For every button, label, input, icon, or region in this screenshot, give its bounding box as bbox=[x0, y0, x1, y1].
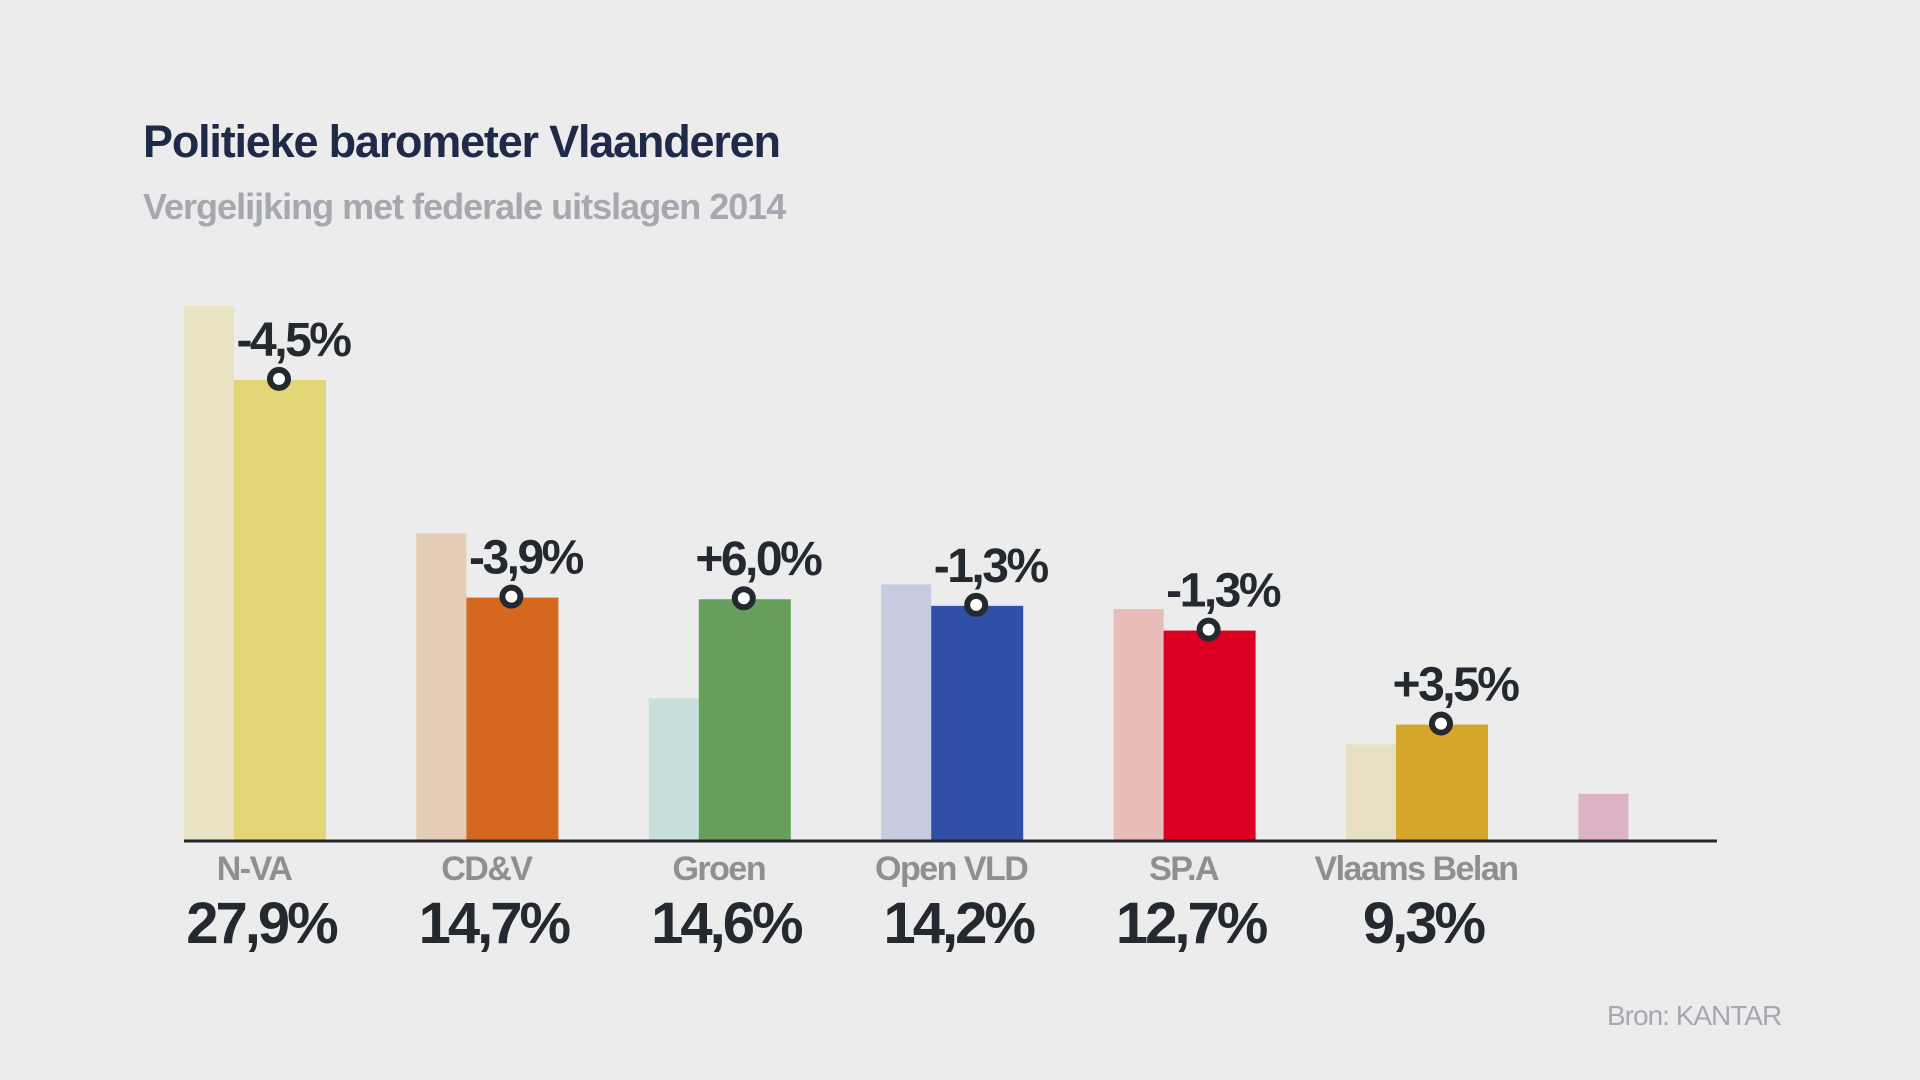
bar-2014-1 bbox=[184, 305, 234, 840]
chart-title: Politieke barometer Vlaanderen bbox=[143, 116, 781, 167]
delta-label-1: -4,5% bbox=[237, 314, 352, 367]
value-label-5: 12,7% bbox=[1116, 891, 1268, 956]
category-label-3: Groen bbox=[672, 850, 765, 888]
source-note: Bron: KANTAR bbox=[1607, 1000, 1782, 1031]
chart-subtitle: Vergelijking met federale uitslagen 2014 bbox=[143, 186, 786, 227]
category-label-6: Vlaams Belan bbox=[1314, 850, 1517, 888]
bar-current-1 bbox=[234, 379, 326, 840]
value-label-3: 14,6% bbox=[651, 891, 803, 956]
bar-2014-6 bbox=[1346, 744, 1396, 840]
bar-current-5 bbox=[1163, 630, 1256, 840]
category-label-5: SP.A bbox=[1149, 850, 1219, 888]
value-label-6: 9,3% bbox=[1363, 891, 1486, 956]
delta-label-3: +6,0% bbox=[695, 533, 822, 586]
bar-current-2 bbox=[466, 597, 559, 840]
bar-2014-5 bbox=[1113, 609, 1164, 840]
delta-label-6: +3,5% bbox=[1393, 659, 1520, 712]
marker-1 bbox=[267, 366, 291, 391]
bar-2014-4 bbox=[881, 584, 932, 840]
category-label-2: CD&V bbox=[441, 850, 533, 888]
bar-current-3 bbox=[698, 599, 791, 840]
value-label-1: 27,9% bbox=[186, 891, 338, 956]
marker-5 bbox=[1196, 617, 1221, 642]
value-label-4: 14,2% bbox=[883, 891, 1035, 956]
marker-3 bbox=[731, 586, 756, 611]
marker-4 bbox=[964, 592, 989, 617]
bar-2014-2 bbox=[416, 533, 467, 840]
marker-6 bbox=[1429, 711, 1453, 736]
bar-2014-7 bbox=[1578, 793, 1629, 840]
delta-label-4: -1,3% bbox=[934, 540, 1049, 593]
delta-label-5: -1,3% bbox=[1166, 565, 1281, 618]
category-label-4: Open VLD bbox=[875, 850, 1028, 888]
delta-label-2: -3,9% bbox=[469, 532, 584, 585]
bar-current-6 bbox=[1396, 724, 1488, 840]
value-label-2: 14,7% bbox=[419, 891, 571, 956]
bar-2014-3 bbox=[648, 698, 699, 840]
marker-2 bbox=[499, 584, 524, 609]
category-label-1: N-VA bbox=[217, 850, 293, 888]
bar-current-4 bbox=[931, 605, 1024, 840]
